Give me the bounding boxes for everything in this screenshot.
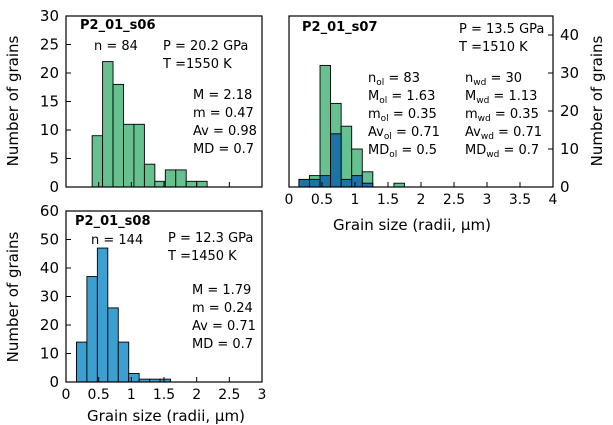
y-tick-label: 0 xyxy=(49,178,59,196)
annotation-M-wd: Mwd = 1.13 xyxy=(465,89,537,106)
annotation-n: n = 84 xyxy=(94,39,138,54)
x-tick-label: 4 xyxy=(549,192,558,208)
x-tick-label: 2.5 xyxy=(218,387,240,403)
y-tick-label: 30 xyxy=(40,7,59,25)
histogram-bar xyxy=(164,169,177,188)
annotation-m: m = 0.47 xyxy=(193,106,254,121)
histogram-bar xyxy=(102,61,114,188)
annotation-Av: Av = 0.98 xyxy=(193,124,257,139)
panel-label: P2_01_s08 xyxy=(75,214,151,229)
histogram-bar xyxy=(340,178,353,188)
annotation-Av-wd: Avwd = 0.71 xyxy=(465,125,542,142)
x-tick-label: 1.5 xyxy=(377,192,399,208)
annotation-MD: MD = 0.7 xyxy=(193,142,254,157)
x-tick-label: 0.5 xyxy=(88,387,110,403)
y-tick-label: 15 xyxy=(40,93,59,111)
x-tick-label: 2.5 xyxy=(443,192,465,208)
annotation-n-wd: nwd = 30 xyxy=(465,71,522,88)
histogram-bar xyxy=(309,178,321,188)
histogram-bar xyxy=(86,276,98,383)
y-tick-label: 5 xyxy=(49,150,59,168)
annotation-n: n = 144 xyxy=(91,233,143,248)
y-tick-label: 20 xyxy=(40,316,59,334)
x-tick-label: 1 xyxy=(127,387,136,403)
histogram-bar xyxy=(128,373,140,383)
annotation-M-ol: Mol = 1.63 xyxy=(368,89,435,106)
x-tick-label: 0 xyxy=(285,192,294,208)
annotation-m: m = 0.24 xyxy=(192,301,253,316)
histogram-bar xyxy=(96,247,109,383)
annotation-m-wd: mwd = 0.35 xyxy=(465,107,539,124)
y-tick-label: 40 xyxy=(40,259,59,277)
histogram-bar xyxy=(351,175,363,188)
annotation-Av: Av = 0.71 xyxy=(192,319,256,334)
x-tick-label: 2 xyxy=(192,387,201,403)
y-tick-label: 10 xyxy=(40,121,59,139)
histogram-bar xyxy=(196,180,208,188)
histogram-bar xyxy=(330,133,342,188)
x-tick-label: 3.5 xyxy=(509,192,531,208)
y-tick-label: 25 xyxy=(40,36,59,54)
annotation-M: M = 2.18 xyxy=(193,88,252,103)
y-tick-label: 30 xyxy=(40,288,59,306)
histogram-bar xyxy=(175,169,187,188)
histogram-bar xyxy=(185,180,198,188)
histogram-bar xyxy=(117,341,130,383)
histogram-bar xyxy=(340,125,353,188)
y-tick-label: 0 xyxy=(49,373,59,391)
annotation-temperature: T =1510 K xyxy=(458,40,528,55)
x-tick-label: 0.5 xyxy=(311,192,333,208)
histogram-bar xyxy=(91,135,104,188)
x-axis-label: Grain size (radii, µm) xyxy=(333,216,491,234)
annotation-n-ol: nol = 83 xyxy=(368,71,420,88)
annotation-MD-wd: MDwd = 0.7 xyxy=(465,143,539,160)
histogram-bar xyxy=(319,64,332,188)
panel-label: P2_01_s06 xyxy=(80,18,156,33)
histogram-bar xyxy=(107,307,119,383)
annotation-temperature: T =1550 K xyxy=(162,57,232,72)
y-axis-label: Number of grains xyxy=(4,36,22,167)
x-axis-label: Grain size (radii, µm) xyxy=(87,407,245,425)
panel-label: P2_01_s07 xyxy=(302,20,378,35)
y-tick-label: 40 xyxy=(560,26,579,44)
histogram-bar xyxy=(143,163,156,188)
y-tick-label: 10 xyxy=(560,140,579,158)
x-tick-label: 0 xyxy=(62,387,71,403)
annotation-pressure: P = 20.2 GPa xyxy=(163,39,248,54)
y-axis-label: Number of grains xyxy=(4,232,22,363)
histogram-bar xyxy=(298,178,310,188)
annotation-m-ol: mol = 0.35 xyxy=(368,107,437,124)
histogram-bar xyxy=(112,83,124,188)
y-tick-label: 0 xyxy=(560,178,570,196)
y-axis-label: Number of grains xyxy=(588,36,606,167)
x-tick-label: 1 xyxy=(351,192,360,208)
annotation-MD-ol: MDol = 0.5 xyxy=(368,143,437,160)
y-tick-label: 60 xyxy=(40,202,59,220)
annotation-pressure: P = 12.3 GPa xyxy=(168,231,253,246)
y-tick-label: 10 xyxy=(40,345,59,363)
x-tick-label: 3 xyxy=(258,387,267,403)
x-tick-label: 2 xyxy=(417,192,426,208)
x-tick-label: 1.5 xyxy=(153,387,175,403)
y-tick-label: 20 xyxy=(560,102,579,120)
annotation-M: M = 1.79 xyxy=(192,283,251,298)
annotation-MD: MD = 0.7 xyxy=(192,337,253,352)
annotation-Av-ol: Avol = 0.71 xyxy=(368,125,440,142)
y-tick-label: 50 xyxy=(40,231,59,249)
x-tick-label: 3 xyxy=(483,192,492,208)
y-tick-label: 20 xyxy=(40,64,59,82)
histogram-bar xyxy=(76,341,88,383)
histogram-bar xyxy=(133,123,145,188)
annotation-pressure: P = 13.5 GPa xyxy=(459,22,544,37)
y-tick-label: 30 xyxy=(560,64,579,82)
histogram-bar xyxy=(123,123,135,188)
annotation-temperature: T =1450 K xyxy=(167,249,237,264)
